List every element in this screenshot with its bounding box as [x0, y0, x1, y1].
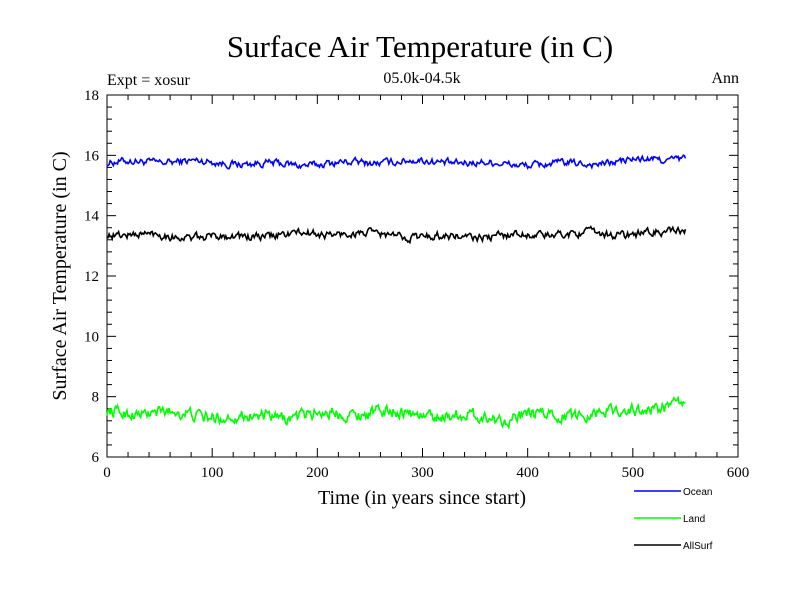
- legend: Ocean Land AllSurf: [634, 487, 713, 552]
- legend-label-allsurf: AllSurf: [683, 541, 713, 552]
- x-tick-label: 0: [103, 465, 111, 481]
- y-tick-label: 14: [84, 209, 100, 225]
- x-tick-label: 600: [727, 465, 750, 481]
- x-tick-label: 500: [622, 465, 645, 481]
- axis-ticks: 0 100 200 300 400 500 600 6 8 10 12 14 16 18: [84, 88, 749, 481]
- series-line-ocean: [106, 154, 687, 170]
- y-tick-label: 6: [92, 450, 100, 466]
- series-lines: [106, 154, 687, 431]
- y-tick-label: 12: [84, 269, 99, 285]
- y-axis-label: Surface Air Temperature (in C): [49, 151, 71, 400]
- y-tick-label: 16: [84, 148, 100, 164]
- x-tick-label: 100: [201, 465, 224, 481]
- chart-title: Surface Air Temperature (in C): [227, 29, 613, 64]
- chart-subtitle-right: Ann: [711, 70, 739, 87]
- y-tick-label: 18: [84, 88, 99, 104]
- plot-frame: [106, 94, 739, 458]
- x-tick-label: 400: [516, 465, 539, 481]
- chart-subtitle-center: 05.0k-04.5k: [383, 70, 460, 87]
- chart-subtitle-left: Expt = xosur: [107, 72, 190, 89]
- y-tick-label: 8: [92, 390, 100, 406]
- x-tick-label: 200: [306, 465, 329, 481]
- x-tick-label: 300: [411, 465, 434, 481]
- series-line-land: [106, 395, 686, 431]
- legend-label-ocean: Ocean: [683, 487, 712, 498]
- x-axis-label: Time (in years since start): [318, 487, 526, 509]
- series-line-allsurf: [106, 225, 687, 245]
- legend-label-land: Land: [683, 514, 705, 525]
- y-tick-label: 10: [84, 329, 99, 345]
